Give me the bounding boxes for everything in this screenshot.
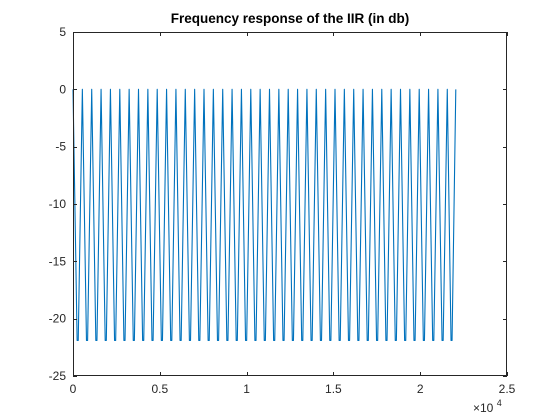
y-tick-label: 0 <box>59 82 66 96</box>
y-axis: 5 0 -5 -10 -15 -20 -25 <box>49 25 507 383</box>
y-tick-label: 5 <box>59 25 66 39</box>
x-exponent-base: ×10 <box>473 401 494 415</box>
y-tick-label: -25 <box>49 369 67 383</box>
x-tick-label: 0 <box>70 382 77 396</box>
x-exponent-power: 4 <box>497 398 502 408</box>
x-axis: 0 0.5 1 1.5 2 2.5 <box>70 32 516 396</box>
chart-title: Frequency response of the IIR (in db) <box>171 11 410 26</box>
x-tick-label: 0.5 <box>151 382 168 396</box>
series-layer <box>72 88 457 341</box>
y-tick-label: -20 <box>49 312 67 326</box>
y-tick-label: -15 <box>49 254 67 268</box>
y-tick-label: -5 <box>55 140 66 154</box>
x-tick-label: 1.5 <box>325 382 342 396</box>
x-axis-exponent: ×10 4 <box>473 398 502 415</box>
y-tick-label: -10 <box>49 197 67 211</box>
x-tick-label: 1 <box>243 382 250 396</box>
x-tick-label: 2.5 <box>499 382 516 396</box>
series-line <box>72 88 457 341</box>
x-tick-label: 2 <box>417 382 424 396</box>
